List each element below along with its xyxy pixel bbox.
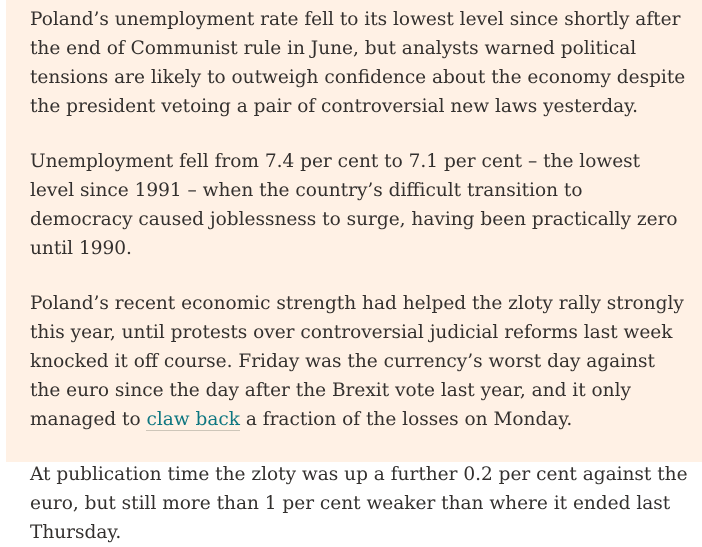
paragraph-2-text: Unemployment fell from 7.4 per cent to 7… — [30, 151, 678, 259]
paragraph-3: Poland’s recent economic strength had he… — [30, 289, 690, 434]
paragraph-2: Unemployment fell from 7.4 per cent to 7… — [30, 147, 690, 263]
paragraph-4-text: At publication time the zloty was up a f… — [30, 464, 688, 543]
paragraph-3-text-after-link: a fraction of the losses on Monday. — [239, 409, 573, 430]
paragraph-3-text-before-link: Poland’s recent economic strength had he… — [30, 293, 684, 430]
paragraph-1-text: Poland’s unemployment rate fell to its l… — [30, 9, 686, 117]
paragraph-4: At publication time the zloty was up a f… — [30, 460, 690, 547]
claw-back-link[interactable]: claw back — [146, 409, 240, 431]
paragraph-1: Poland’s unemployment rate fell to its l… — [30, 5, 690, 121]
left-gutter — [0, 0, 6, 462]
article-body: Poland’s unemployment rate fell to its l… — [6, 0, 702, 543]
